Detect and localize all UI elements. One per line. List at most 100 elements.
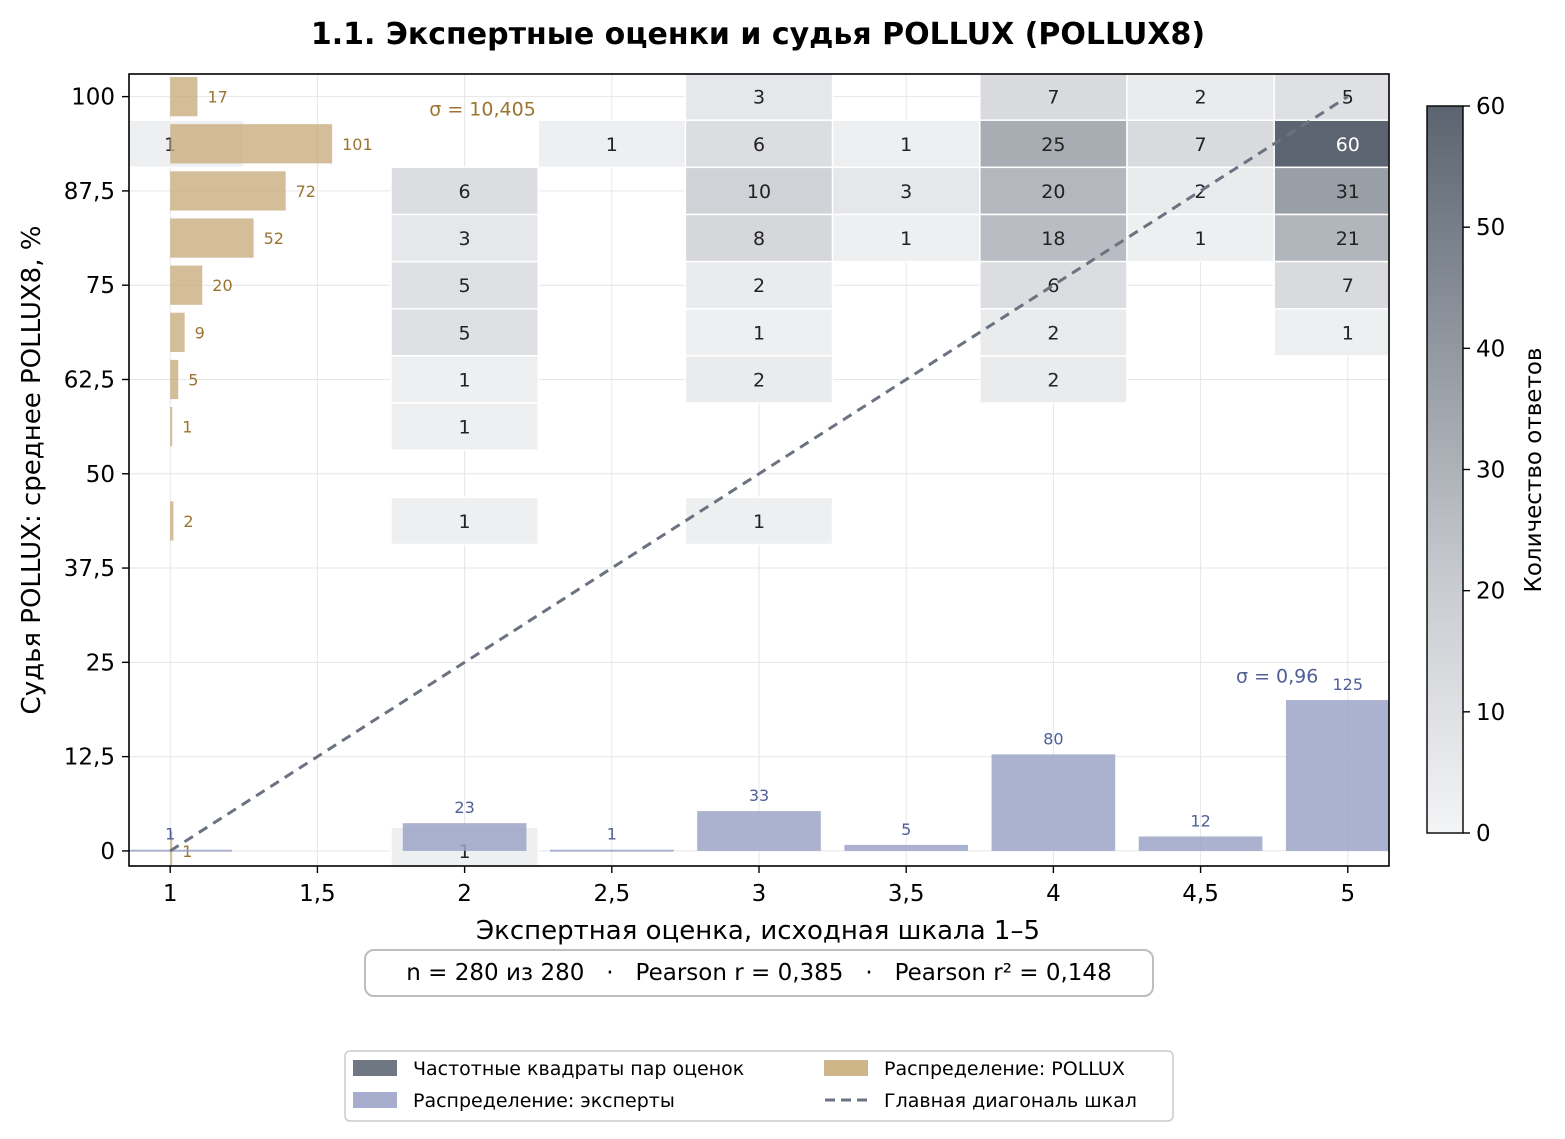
heatmap-cell (684, 496, 834, 546)
pollux-bar (170, 77, 198, 117)
heatmap-cell-count: 1 (459, 369, 471, 391)
x-tick-label: 1,5 (299, 881, 336, 907)
expert-bar (1285, 700, 1389, 851)
heatmap-cell-count: 18 (1041, 228, 1065, 250)
x-axis-label: Экспертная оценка, исходная шкала 1–5 (476, 916, 1040, 946)
x-axis: 1 1,5 2 2,5 3 3,5 4 4,5 5 (163, 866, 1355, 907)
heatmap-cell (1273, 73, 1390, 121)
heatmap-cell (979, 166, 1128, 216)
heatmap-cell-count: 1 (459, 417, 471, 439)
heatmap-cell-count: 60 (1336, 134, 1360, 156)
pollux-bar (170, 171, 286, 211)
heatmap-cell-count: 1 (606, 134, 618, 156)
colorbar (1426, 105, 1464, 834)
y-axis: 0 12,5 25 37,5 50 62,5 75 87,5 100 (64, 85, 129, 865)
heatmap-cell (1273, 308, 1390, 357)
heatmap-cell-count: 20 (1041, 181, 1065, 203)
expert-bar-label: 125 (1333, 675, 1364, 694)
y-tick-label: 37,5 (64, 556, 115, 582)
pollux-sigma-label: σ = 10,405 (429, 98, 536, 120)
heatmap-cell-count: 21 (1336, 228, 1360, 250)
heatmap-cell-count: 2 (753, 369, 765, 391)
stats-text: n = 280 из 280 · Pearson r = 0,385 · Pea… (406, 960, 1111, 986)
x-tick-label: 4,5 (1182, 881, 1219, 907)
y-tick-label: 75 (86, 273, 115, 299)
colorbar-label: Количество ответов (1521, 348, 1547, 593)
colorbar-ticks: 0 10 20 30 40 50 60 (1463, 94, 1505, 847)
heatmap-cell (390, 496, 539, 546)
legend-swatch-heatmap (353, 1060, 397, 1076)
expert-bar (844, 844, 969, 851)
y-tick-label: 50 (86, 462, 115, 488)
heatmap-cell (979, 355, 1128, 404)
heatmap-cell (390, 260, 539, 310)
heatmap-cell-count: 1 (1342, 322, 1354, 344)
pollux-bar-label: 9 (195, 323, 205, 342)
x-tick-label: 3 (752, 881, 767, 907)
x-tick-label: 3,5 (888, 881, 925, 907)
heatmap-cell (684, 260, 834, 310)
heatmap-cell-count: 1 (753, 511, 765, 533)
legend-label-diagonal: Главная диагональ шкал (884, 1090, 1137, 1112)
heatmap-cell (390, 355, 539, 404)
expert-bar-label: 1 (165, 825, 175, 844)
legend-swatch-pollux (824, 1060, 868, 1076)
heatmap-cell-count: 3 (900, 181, 912, 203)
colorbar-tick-label: 40 (1476, 336, 1505, 362)
heatmap-cell-count: 6 (459, 181, 471, 203)
heatmap-cell (1273, 166, 1390, 216)
heatmap-cell-count: 2 (1047, 369, 1059, 391)
x-tick-label: 2 (457, 881, 472, 907)
heatmap-cell-count: 6 (1047, 275, 1059, 297)
main-diagonal-line (169, 95, 1349, 853)
heatmap-cell-count: 7 (1195, 134, 1207, 156)
heatmap-cell (979, 73, 1128, 121)
heatmap-cell-count: 7 (1342, 275, 1354, 297)
heatmap-cell-count: 8 (753, 228, 765, 250)
expert-bar (402, 823, 527, 851)
heatmap-cell (1273, 213, 1390, 263)
heatmap-cell (684, 355, 834, 404)
legend-label-experts: Распределение: эксперты (413, 1090, 675, 1112)
pollux-bar-label: 101 (342, 135, 373, 154)
heatmap-cell-count: 7 (1047, 87, 1059, 109)
colorbar-tick-label: 50 (1476, 215, 1505, 241)
colorbar-tick-label: 30 (1476, 458, 1505, 484)
pollux-bar-label: 1 (182, 418, 192, 437)
expert-sigma-label: σ = 0,96 (1236, 666, 1318, 688)
heatmap-cell (831, 213, 981, 263)
pollux-bar-label: 2 (183, 512, 193, 531)
y-axis-label: Судья POLLUX: среднее POLLUX8, % (17, 226, 47, 715)
heatmap-cell-count: 1 (900, 134, 912, 156)
legend-label-heatmap: Частотные квадраты пар оценок (413, 1058, 744, 1080)
y-tick-label: 62,5 (64, 367, 115, 393)
heatmap-cell (979, 260, 1128, 310)
y-tick-label: 87,5 (64, 179, 115, 205)
heatmap-cell-count: 5 (459, 275, 471, 297)
heatmap-cell (390, 213, 539, 263)
y-tick-label: 100 (71, 85, 115, 111)
pollux-bar (170, 218, 254, 258)
heatmap-cell-count: 1 (753, 322, 765, 344)
expert-bar-label: 1 (607, 825, 617, 844)
pollux-bar (170, 265, 203, 305)
heatmap-cell-count: 1 (1195, 228, 1207, 250)
heatmap-cell-count: 2 (753, 275, 765, 297)
expert-bar (129, 849, 233, 852)
expert-bar (1138, 836, 1263, 851)
x-tick-label: 4 (1046, 881, 1061, 907)
expert-bar (991, 754, 1116, 851)
expert-bar-label: 23 (454, 798, 474, 817)
colorbar-tick-label: 20 (1476, 579, 1505, 605)
legend-swatch-experts (353, 1092, 397, 1108)
pollux-bar (170, 312, 185, 352)
heatmap-cell-count: 2 (1047, 322, 1059, 344)
stats-box (364, 949, 1154, 997)
legend: Частотные квадраты пар оценок Распределе… (344, 1050, 1174, 1122)
pollux-bar-label: 17 (207, 88, 227, 107)
colorbar-tick-label: 0 (1476, 821, 1491, 847)
heatmap-cell-count: 5 (459, 322, 471, 344)
heatmap-cell-count: 25 (1041, 134, 1065, 156)
heatmap-cell-count: 31 (1336, 181, 1360, 203)
